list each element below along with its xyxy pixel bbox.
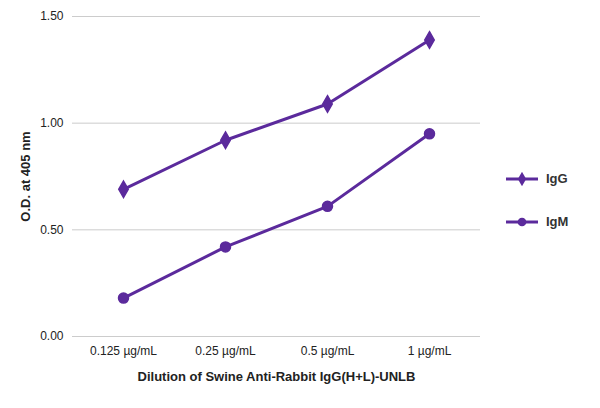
svg-text:1.00: 1.00 [40,116,64,130]
svg-text:O.D. at 405 nm: O.D. at 405 nm [18,131,33,221]
svg-text:1.50: 1.50 [40,9,64,23]
svg-text:0.00: 0.00 [40,329,64,343]
svg-text:0.125 µg/mL: 0.125 µg/mL [90,344,157,358]
svg-text:0.50: 0.50 [40,223,64,237]
svg-text:1 µg/mL: 1 µg/mL [408,344,452,358]
svg-text:Dilution of Swine Anti-Rabbit: Dilution of Swine Anti-Rabbit IgG(H+L)-U… [138,369,416,384]
html-text:IgG: IgG [546,171,568,186]
svg-text:0.25 µg/mL: 0.25 µg/mL [195,344,256,358]
svg-text:0.5 µg/mL: 0.5 µg/mL [301,344,355,358]
html-text:IgM: IgM [546,214,569,229]
